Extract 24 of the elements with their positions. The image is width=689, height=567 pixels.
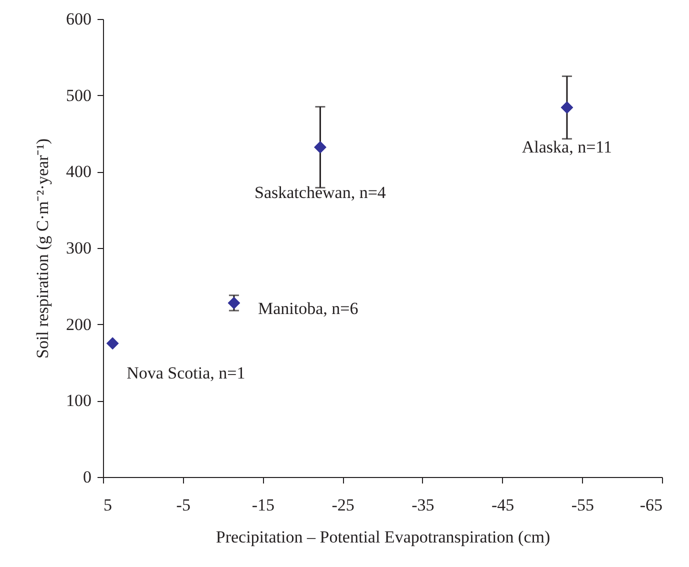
x-tick-label: -35 bbox=[412, 496, 434, 514]
y-tick-label: 500 bbox=[66, 86, 92, 105]
y-axis-title: Soil respiration (g C·m⁻²·year⁻¹) bbox=[33, 138, 52, 359]
x-axis-title: Precipitation – Potential Evapotranspiration (cm) bbox=[216, 528, 550, 546]
y-tick-label: 100 bbox=[66, 391, 92, 410]
y-tick-label: 0 bbox=[83, 468, 92, 486]
annotation: Nova Scotia, n=1 bbox=[126, 363, 246, 382]
y-tick-label: 600 bbox=[66, 10, 92, 28]
x-tick-label: -55 bbox=[571, 496, 594, 514]
x-tick-label: -65 bbox=[640, 496, 662, 514]
point bbox=[314, 141, 326, 154]
x-tick-label: -25 bbox=[332, 496, 354, 514]
y-tick-label: 200 bbox=[66, 314, 92, 334]
y-tick-label: 300 bbox=[66, 238, 92, 258]
y-tick-label: 400 bbox=[66, 162, 92, 182]
x-tick-label: 5 bbox=[104, 496, 112, 514]
annotation: Manitoba, n=6 bbox=[258, 298, 358, 318]
x-tick-label: -45 bbox=[491, 496, 514, 514]
x-tick-label: -5 bbox=[176, 496, 190, 514]
annotation: Saskatchewan, n=4 bbox=[254, 183, 386, 202]
point bbox=[106, 337, 119, 350]
annotation: Alaska, n=11 bbox=[522, 138, 612, 157]
x-tick-label: -15 bbox=[252, 496, 275, 514]
point bbox=[560, 101, 574, 114]
